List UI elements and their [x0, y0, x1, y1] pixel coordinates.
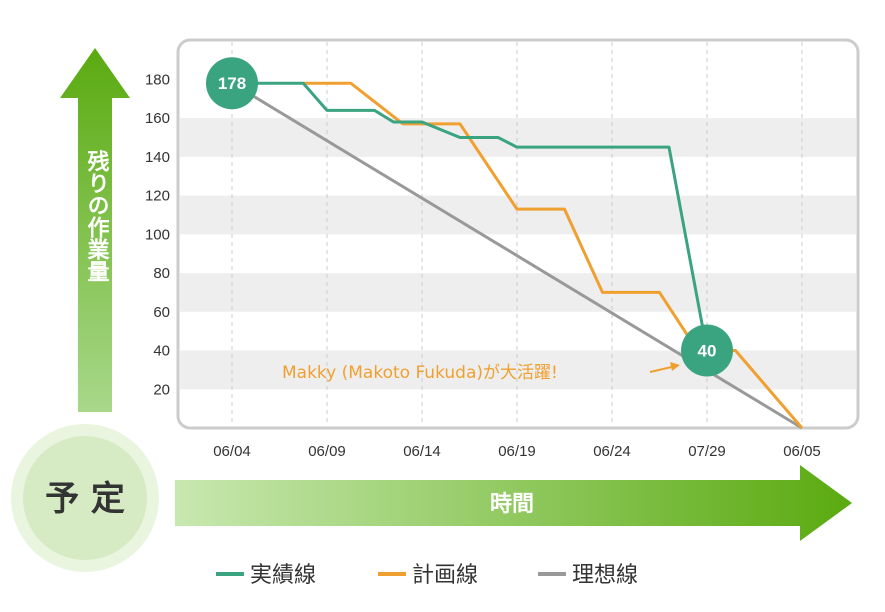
x-tick-label: 06/19 [498, 443, 536, 460]
y-tick-label: 120 [145, 188, 170, 205]
value-markers: 178 40 [206, 57, 733, 377]
legend: 実績線 計画線 理想線 [216, 563, 638, 588]
legend-label: 理想線 [572, 563, 638, 588]
x-tick-label: 07/29 [688, 443, 726, 460]
y-tick-label: 20 [153, 381, 170, 398]
value-marker [681, 324, 733, 377]
grid-band [180, 118, 856, 157]
grid-bands [180, 118, 856, 390]
y-tick-label: 160 [145, 110, 170, 127]
value-marker [206, 57, 258, 110]
legend-label: 計画線 [412, 563, 478, 588]
annotation-arrowhead [670, 362, 680, 371]
x-tick-labels: 06/04 06/09 06/14 06/19 06/24 07/29 06/05 [213, 443, 821, 460]
y-tick-label: 100 [145, 226, 170, 243]
y-axis-label: 残りの作業量 [84, 149, 110, 282]
y-axis-arrow: 残りの作業量 [60, 48, 130, 412]
y-tick-label: 180 [145, 71, 170, 88]
schedule-badge-label: 予 定 [45, 479, 125, 519]
value-marker-label: 40 [698, 342, 717, 361]
annotation-text: Makky (Makoto Fukuda)が大活躍! [282, 363, 558, 383]
y-tick-label: 60 [153, 304, 170, 321]
y-tick-label: 40 [153, 343, 170, 360]
x-tick-label: 06/04 [213, 443, 251, 460]
y-tick-labels: 20 40 60 80 100 120 140 160 180 [145, 71, 170, 398]
x-tick-label: 06/14 [403, 443, 441, 460]
x-tick-label: 06/09 [308, 443, 346, 460]
x-tick-label: 06/05 [783, 443, 821, 460]
series-line [232, 81, 709, 351]
grid-band [180, 273, 856, 312]
grid-band [180, 350, 856, 390]
y-tick-label: 80 [153, 265, 170, 282]
legend-label: 実績線 [250, 563, 316, 588]
y-tick-label: 140 [145, 149, 170, 166]
grid-band [180, 195, 856, 235]
x-axis-label: 時間 [490, 492, 534, 517]
schedule-badge: 予 定 [11, 424, 159, 572]
annotation: Makky (Makoto Fukuda)が大活躍! [282, 362, 680, 383]
value-marker-label: 178 [218, 74, 246, 93]
x-tick-label: 06/24 [593, 443, 631, 460]
x-axis-arrow: 時間 [175, 465, 852, 541]
